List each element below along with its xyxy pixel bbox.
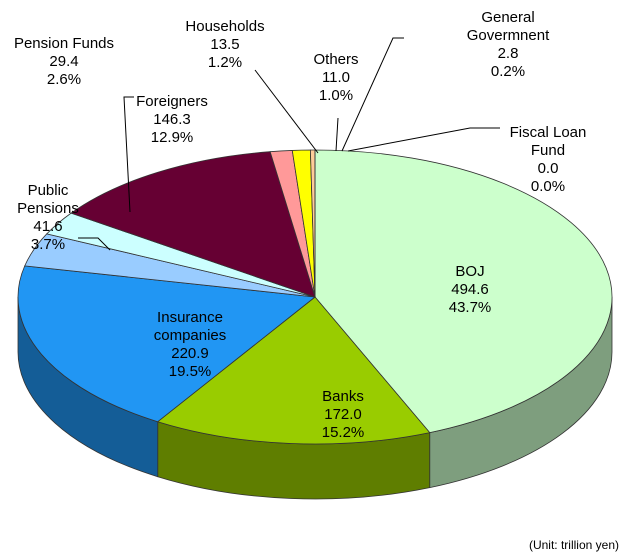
- slice: [70, 151, 316, 298]
- slice-label: Others 11.0 1.0%: [313, 51, 358, 105]
- slices: [17, 149, 613, 500]
- leader-lines: [78, 37, 500, 251]
- label-name: Public Pensions: [17, 182, 79, 217]
- label-name: Fiscal Loan Fund: [509, 124, 587, 159]
- label-name: Others: [313, 51, 359, 68]
- leader-line: [347, 127, 500, 152]
- label-value: 11.0: [321, 69, 351, 86]
- label-share: 0.0%: [530, 178, 566, 195]
- slice-label: BOJ 494.6 43.7%: [449, 263, 492, 317]
- label-value: 13.5: [210, 36, 240, 53]
- label-share: 19.5%: [168, 363, 212, 380]
- slice-label: Fiscal Loan Fund 0.0 0.0%: [510, 124, 587, 196]
- leader-line: [341, 37, 404, 152]
- slice-label: General Govermnent 2.8 0.2%: [449, 9, 568, 81]
- slice-label: Public Pensions 41.6 3.7%: [17, 182, 79, 254]
- leader-line: [78, 237, 111, 251]
- leader-line: [123, 96, 134, 213]
- leader-line: [254, 69, 319, 154]
- slice-label: Banks 172.0 15.2%: [322, 388, 365, 442]
- slice-label: Insurance companies 220.9 19.5%: [154, 309, 227, 381]
- label-share: 43.7%: [448, 299, 492, 316]
- label-name: Pension Funds: [13, 35, 115, 52]
- label-value: 494.6: [451, 281, 489, 298]
- label-share: 1.0%: [318, 87, 354, 104]
- label-share: 12.9%: [150, 129, 194, 146]
- label-value: 0.0: [537, 160, 559, 177]
- label-name: Insurance companies: [153, 309, 227, 344]
- slice: [17, 265, 317, 423]
- label-value: 29.4: [49, 53, 79, 70]
- label-value: 41.6: [33, 218, 63, 235]
- label-share: 15.2%: [321, 424, 365, 441]
- label-name: BOJ: [455, 263, 485, 280]
- label-name: Foreigners: [136, 93, 208, 110]
- slice: [314, 149, 613, 434]
- label-share: 0.2%: [490, 63, 526, 80]
- label-value: 172.0: [324, 406, 362, 423]
- label-name: Households: [185, 18, 265, 35]
- label-share: 2.6%: [46, 71, 82, 88]
- label-name: General Govermnent: [466, 9, 550, 44]
- slice-label: Pension Funds 29.4 2.6%: [14, 35, 114, 89]
- slice-label: Households 13.5 1.2%: [185, 18, 264, 72]
- slice: [156, 296, 431, 445]
- label-value: 146.3: [153, 111, 191, 128]
- unit-note: (Unit: trillion yen): [528, 538, 619, 552]
- label-name: Banks: [322, 388, 364, 405]
- leader-line: [335, 117, 339, 152]
- label-share: 1.2%: [207, 54, 243, 71]
- label-value: 2.8: [497, 45, 519, 62]
- label-share: 3.7%: [30, 236, 66, 253]
- slice-label: Foreigners 146.3 12.9%: [136, 93, 208, 147]
- label-value: 220.9: [171, 345, 209, 362]
